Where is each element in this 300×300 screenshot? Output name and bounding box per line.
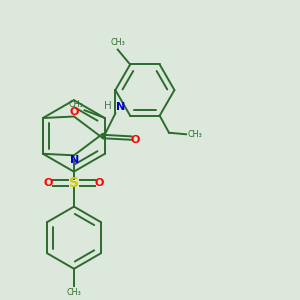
Text: H: H bbox=[104, 101, 112, 111]
Text: O: O bbox=[70, 107, 79, 117]
Text: O: O bbox=[130, 135, 140, 145]
Text: N: N bbox=[116, 102, 125, 112]
Text: N: N bbox=[70, 155, 79, 165]
Text: CH₃: CH₃ bbox=[110, 38, 125, 47]
Text: CH₃: CH₃ bbox=[67, 288, 81, 297]
Text: O: O bbox=[44, 178, 53, 188]
Text: O: O bbox=[95, 178, 104, 188]
Text: CH₃: CH₃ bbox=[188, 130, 202, 139]
Text: CH₃: CH₃ bbox=[68, 100, 83, 109]
Text: S: S bbox=[69, 176, 79, 190]
